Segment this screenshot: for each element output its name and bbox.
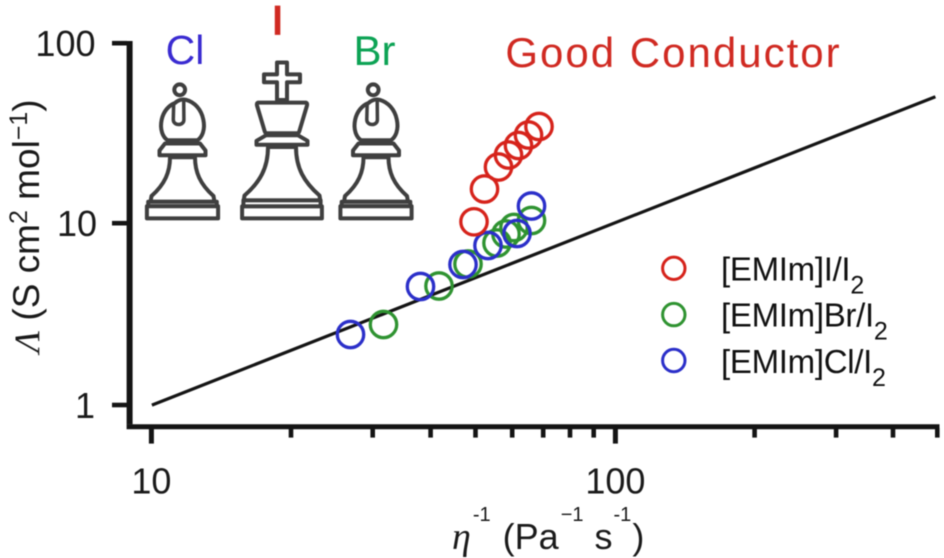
svg-text:[EMIm]I/I2: [EMIm]I/I2 <box>721 250 864 299</box>
svg-text:1: 1 <box>75 385 95 426</box>
svg-text:η-1 (Pa−1 s-1): η-1 (Pa−1 s-1) <box>452 504 644 558</box>
svg-text:[EMIm]Cl/I2: [EMIm]Cl/I2 <box>721 343 886 392</box>
svg-text:100: 100 <box>35 23 95 64</box>
svg-text:10: 10 <box>131 460 171 501</box>
svg-text:100: 100 <box>585 460 645 501</box>
svg-text:Br: Br <box>354 27 396 74</box>
svg-text:Λ (S cm2 mol−1): Λ (S cm2 mol−1) <box>5 99 47 355</box>
svg-text:10: 10 <box>57 203 97 244</box>
svg-text:[EMIm]Br/I2: [EMIm]Br/I2 <box>721 297 887 346</box>
svg-text:I: I <box>272 0 283 43</box>
svg-text:Cl: Cl <box>166 27 205 73</box>
svg-text:Good Conductor: Good Conductor <box>505 29 841 76</box>
